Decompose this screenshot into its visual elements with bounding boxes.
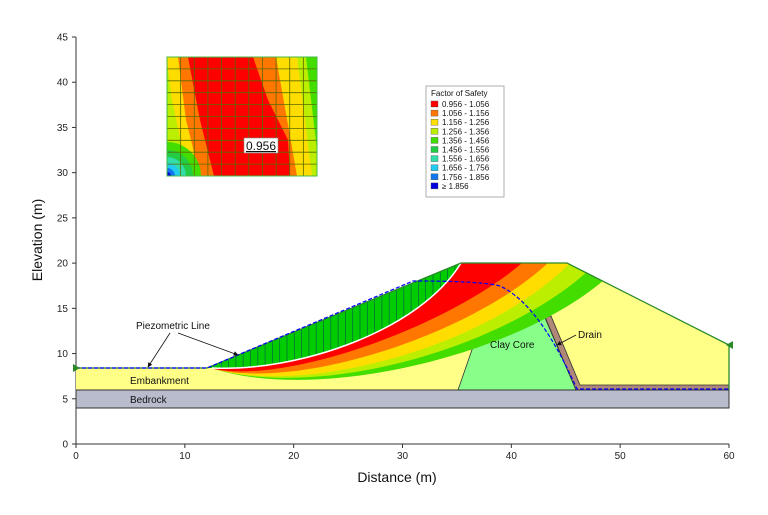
y-tick-label: 25 [57,213,69,224]
legend-item-label: 1.356 - 1.456 [442,136,490,145]
x-axis-title: Distance (m) [357,469,436,485]
legend-swatch [430,100,439,108]
y-tick-label: 45 [57,33,69,44]
y-tick-label: 10 [57,349,69,360]
legend-swatch [430,173,439,181]
y-tick-label: 30 [57,168,69,179]
legend-box [425,85,505,198]
y-tick-label: 35 [57,123,69,134]
legend-item-label: ≥ 1.856 [442,182,469,191]
bedrock-layer [75,389,730,409]
x-tick-label: 0 [73,451,79,462]
legend-swatch [430,182,439,190]
y-tick-label: 0 [62,440,68,451]
x-tick-label: 60 [723,451,735,462]
legend-swatch [430,146,439,153]
x-tick-label: 50 [615,451,627,462]
legend-item-label: 1.156 - 1.256 [442,118,490,127]
y-tick-label: 40 [57,78,69,89]
legend-swatch [430,109,439,117]
drain-label: Drain [578,330,602,341]
min-fos-label-box [243,137,279,154]
legend-title: Factor of Safety [431,89,487,98]
embankment-label: Embankment [130,376,189,387]
critical-slip-surface [211,262,462,369]
piezometric-line [76,280,729,390]
legend-swatch [430,164,439,171]
legend-item-label: 1.456 - 1.556 [442,146,490,155]
x-tick-label: 10 [179,451,191,462]
legend-swatch [430,155,439,162]
legend-item-label: 1.556 - 1.656 [442,155,490,164]
y-tick-label: 15 [57,304,69,315]
drain-arrow [556,334,577,346]
axes: 0 10 20 30 40 50 60 0 5 10 15 20 25 30 35 40 45 Distanc… [29,33,735,486]
legend-item-label: 1.656 - 1.756 [442,164,490,173]
x-tick-label: 40 [506,451,518,462]
bedrock-label: Bedrock [130,395,168,406]
piezometric-line-label: Piezometric Line [136,321,210,332]
boundary-marker-right [726,341,733,349]
min-fos-label: 0.956 [246,139,276,153]
legend-swatch [430,137,439,144]
y-tick-label: 5 [62,394,68,405]
legend-swatch [430,118,439,126]
y-axis-title: Elevation (m) [29,199,45,281]
clay-core-label: Clay Core [490,340,535,351]
legend-item-label: 0.956 - 1.056 [442,100,490,109]
piezometric-arrow-2 [177,332,239,356]
x-tick-label: 30 [397,451,409,462]
legend-item-label: 1.256 - 1.356 [442,127,490,136]
y-tick-label: 20 [57,259,69,270]
legend-item-label: 1.756 - 1.856 [442,173,490,182]
legend-item-label: 1.056 - 1.156 [442,109,490,118]
piezometric-arrow-1 [147,332,171,368]
slip-center-grid-border [166,56,318,177]
boundary-marker-left [73,364,80,372]
legend-swatch [430,128,439,135]
slip-center-grid [167,57,317,176]
x-tick-label: 20 [288,451,300,462]
